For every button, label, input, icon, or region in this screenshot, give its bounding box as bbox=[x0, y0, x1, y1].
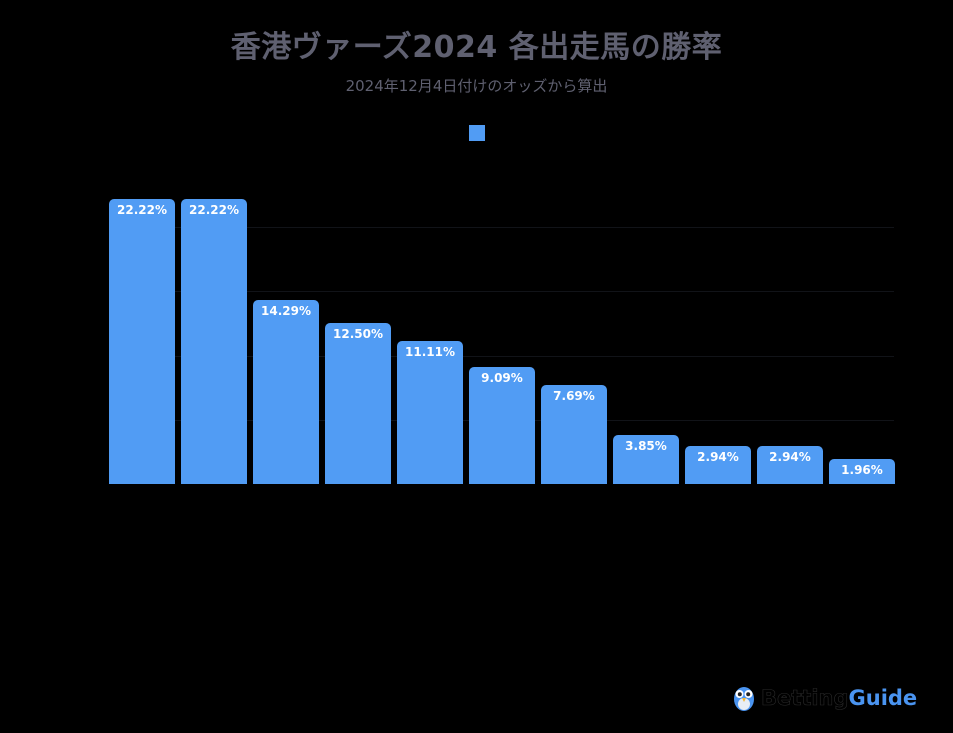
bar-value-label: 1.96% bbox=[841, 462, 883, 477]
plot-area: 22.22% 22.22% 14.29% 12.50% 11.11% 9.09% 7.69%… bbox=[100, 150, 903, 484]
legend-swatch bbox=[469, 125, 485, 141]
bar: 22.22% bbox=[181, 198, 247, 484]
gridline bbox=[109, 227, 894, 229]
chart-subtitle: 2024年12月4日付けのオッズから算出 bbox=[345, 77, 608, 95]
bar-value-label: 22.22% bbox=[189, 202, 239, 217]
brand-logo: BettingGuide bbox=[733, 683, 917, 713]
bar-value-label: 2.94% bbox=[769, 450, 811, 465]
bar-value-label: 12.50% bbox=[333, 327, 383, 342]
bar-value-label: 11.11% bbox=[405, 345, 455, 360]
bar-value-label: 22.22% bbox=[117, 202, 167, 217]
bar-value-label: 14.29% bbox=[261, 304, 311, 319]
bar-value-label: 2.94% bbox=[697, 450, 739, 465]
bar: 2.94% bbox=[757, 446, 823, 484]
bar: 7.69% bbox=[541, 385, 607, 484]
bar: 11.11% bbox=[397, 341, 463, 484]
bar: 14.29% bbox=[253, 300, 319, 484]
bar: 3.85% bbox=[613, 434, 679, 484]
bar: 22.22% bbox=[109, 198, 175, 484]
bar-value-label: 7.69% bbox=[553, 389, 595, 404]
bar: 9.09% bbox=[469, 367, 535, 484]
logo-text-guide: Guide bbox=[848, 686, 918, 710]
chart-title: 香港ヴァーズ2024 各出走馬の勝率 bbox=[230, 30, 723, 65]
owl-mascot-icon bbox=[734, 687, 754, 711]
gridline bbox=[109, 355, 894, 357]
logo-text-betting: Betting bbox=[761, 686, 849, 711]
bar: 2.94% bbox=[685, 446, 751, 484]
bar-value-label: 9.09% bbox=[481, 371, 523, 386]
bar: 1.96% bbox=[829, 458, 895, 484]
bar-value-label: 3.85% bbox=[625, 438, 667, 453]
bar: 12.50% bbox=[325, 323, 391, 484]
gridline bbox=[109, 291, 894, 293]
